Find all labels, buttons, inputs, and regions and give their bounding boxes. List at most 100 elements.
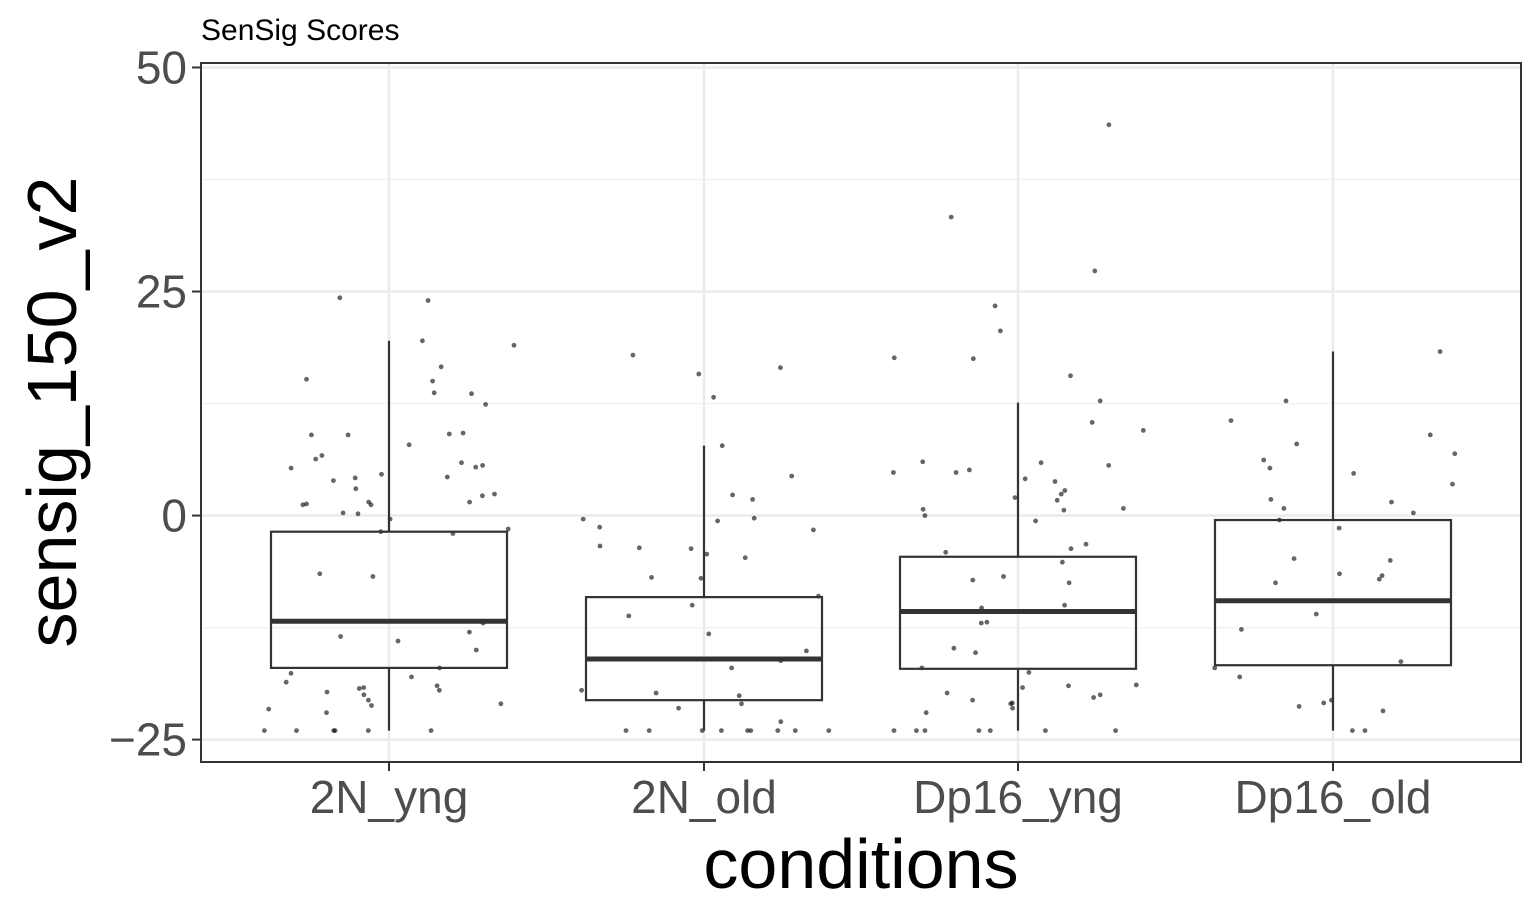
data-point	[324, 689, 330, 695]
y-tick-label: 0	[161, 490, 187, 542]
data-point	[696, 371, 702, 377]
data-point	[1113, 728, 1118, 733]
data-point	[630, 352, 636, 358]
iqr-box	[1213, 518, 1453, 667]
y-axis: −25 0 25 50	[109, 41, 201, 766]
data-point	[436, 687, 442, 693]
data-point	[706, 631, 712, 637]
data-point	[1380, 708, 1386, 714]
data-point	[304, 501, 309, 507]
x-tick-label: Dp16_yng	[913, 771, 1123, 823]
data-point	[1133, 682, 1139, 688]
data-point	[309, 432, 314, 438]
y-tick-label: 50	[136, 41, 187, 93]
data-point	[1026, 670, 1032, 675]
data-point	[379, 471, 384, 477]
data-point	[1411, 510, 1416, 516]
data-point	[1267, 465, 1273, 471]
plot-border	[200, 62, 1522, 763]
data-point	[313, 456, 319, 462]
data-point	[467, 629, 472, 635]
data-point	[789, 473, 795, 479]
data-point	[331, 728, 337, 733]
data-point	[751, 515, 757, 521]
data-point	[1237, 674, 1243, 680]
data-point	[361, 685, 367, 690]
data-point	[750, 497, 755, 502]
data-point	[1212, 665, 1218, 671]
data-point	[579, 687, 584, 693]
data-point	[1281, 506, 1287, 511]
data-point	[1020, 685, 1025, 690]
data-point	[676, 705, 681, 711]
data-point	[1106, 463, 1112, 468]
data-point	[304, 376, 309, 382]
data-point	[987, 728, 993, 733]
data-point	[922, 728, 928, 733]
data-point	[319, 453, 325, 458]
data-point	[739, 701, 744, 707]
x-axis-title: conditions	[703, 825, 1018, 900]
data-point	[1010, 705, 1015, 711]
jitter-points	[262, 122, 1458, 733]
box-Dp16_old	[1213, 351, 1453, 731]
data-point	[922, 513, 928, 518]
data-point	[1089, 420, 1095, 425]
data-point	[338, 634, 343, 639]
data-point	[428, 728, 434, 733]
data-point	[778, 719, 784, 725]
data-point	[1294, 441, 1300, 447]
data-point	[711, 394, 716, 400]
data-point	[1452, 451, 1458, 457]
data-point	[473, 647, 479, 653]
data-point	[976, 728, 982, 733]
data-point	[1268, 497, 1274, 502]
data-point	[992, 303, 998, 309]
data-point	[944, 690, 950, 696]
data-point	[361, 692, 367, 698]
box-2N_yng	[269, 340, 509, 731]
data-point	[914, 728, 919, 733]
data-point	[1261, 457, 1267, 463]
data-point	[459, 460, 464, 466]
data-point	[356, 686, 362, 691]
data-point	[719, 728, 724, 733]
data-point	[431, 390, 437, 396]
data-point	[498, 701, 504, 707]
boxes	[269, 340, 1453, 731]
data-point	[467, 499, 472, 505]
data-point	[1437, 349, 1443, 354]
data-point	[792, 728, 798, 733]
x-tick-label: 2N_yng	[310, 771, 469, 823]
data-point	[984, 619, 990, 625]
data-point	[434, 683, 440, 689]
data-point	[698, 575, 704, 581]
data-point	[1066, 580, 1072, 586]
data-point	[951, 645, 957, 651]
data-point	[1450, 481, 1455, 487]
data-point	[340, 510, 346, 516]
data-point	[973, 650, 978, 656]
box-Dp16_yng	[898, 402, 1138, 731]
data-point	[300, 502, 306, 508]
data-point	[1389, 499, 1394, 505]
data-point	[1022, 476, 1028, 482]
data-point	[1092, 268, 1098, 274]
data-point	[395, 638, 401, 644]
data-point	[719, 443, 725, 449]
data-point	[505, 526, 511, 532]
data-point	[967, 467, 972, 473]
data-point	[970, 697, 975, 703]
data-point	[446, 431, 452, 437]
data-point	[970, 356, 976, 362]
data-point	[1091, 695, 1096, 700]
data-point	[730, 492, 735, 498]
data-point	[891, 728, 897, 733]
data-point	[1291, 556, 1297, 561]
data-point	[368, 502, 374, 508]
data-point	[736, 693, 742, 699]
data-point	[324, 710, 329, 716]
y-tick-label: 25	[136, 266, 187, 318]
data-point	[742, 555, 748, 561]
data-point	[715, 518, 720, 524]
